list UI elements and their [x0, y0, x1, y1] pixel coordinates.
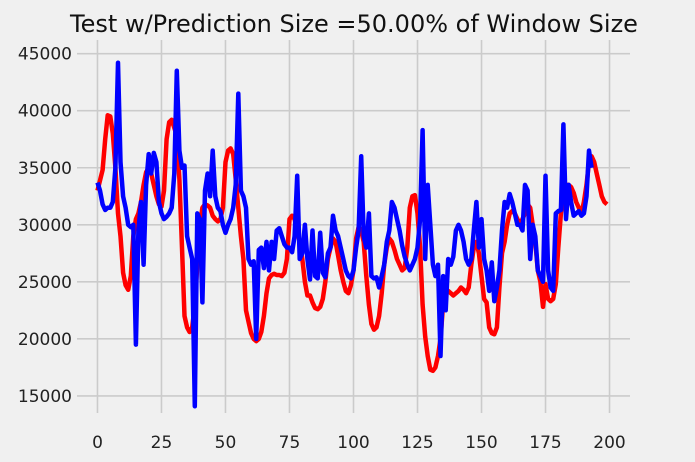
- x-tick-label: 25: [151, 433, 173, 453]
- x-tick-label: 100: [337, 433, 369, 453]
- y-tick-label: 15000: [18, 387, 72, 407]
- x-axis-tick-labels: 0 25 50 75 100 125 150 175 200: [92, 433, 626, 453]
- x-tick-label: 50: [215, 433, 237, 453]
- y-tick-label: 40000: [18, 102, 72, 122]
- x-tick-label: 200: [593, 433, 625, 453]
- y-axis-tick-labels: 15000 20000 25000 30000 35000 40000 45000: [18, 45, 72, 407]
- x-tick-label: 125: [401, 433, 433, 453]
- x-tick-label: 175: [529, 433, 561, 453]
- y-tick-label: 25000: [18, 273, 72, 293]
- y-tick-label: 20000: [18, 330, 72, 350]
- y-tick-label: 45000: [18, 45, 72, 65]
- series-lines: [95, 60, 609, 409]
- x-tick-label: 150: [465, 433, 497, 453]
- chart-title: Test w/Prediction Size =50.00% of Window…: [69, 10, 638, 38]
- blue-series-line: [95, 60, 594, 409]
- x-tick-label: 75: [279, 433, 301, 453]
- x-tick-label: 0: [92, 433, 103, 453]
- y-tick-label: 35000: [18, 159, 72, 179]
- y-tick-label: 30000: [18, 216, 72, 236]
